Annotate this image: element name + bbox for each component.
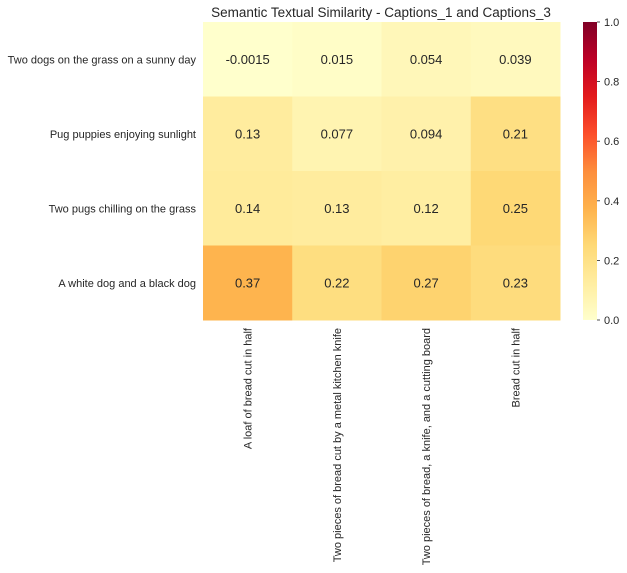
cell-value-label: 0.13 [235, 126, 260, 141]
cell-value-label: 0.25 [503, 201, 528, 216]
cell-value-label: 0.37 [235, 275, 260, 290]
heatmap-cell [203, 171, 293, 246]
cell-value-label: 0.22 [324, 275, 349, 290]
row-label: A white dog and a black dog [58, 278, 196, 290]
column-label: A loaf of bread cut in half [243, 327, 255, 449]
row-label: Two dogs on the grass on a sunny day [8, 54, 197, 66]
cell-value-label: 0.27 [413, 275, 438, 290]
colorbar: 0.0 0.2 0.4 0.6 0.8 1.0 [583, 17, 619, 327]
column-label: Two pieces of bread, a knife, and a cutt… [421, 328, 433, 565]
heatmap-cell [203, 245, 293, 321]
colorbar-tick-label: 0.0 [604, 315, 619, 327]
heatmap-cell [203, 22, 293, 97]
heatmap-cell [381, 96, 472, 172]
heatmap-cell [470, 171, 561, 246]
column-label: Bread cut in half [510, 327, 522, 407]
cell-value-label: 0.015 [321, 52, 354, 67]
column-label: Two pieces of bread cut by a metal kitch… [332, 328, 344, 562]
cell-value-label: 0.039 [499, 52, 532, 67]
colorbar-tick-label: 0.4 [604, 196, 619, 208]
row-label: Two pugs chilling on the grass [49, 203, 197, 215]
heatmap-cell [470, 22, 561, 97]
row-label: Pug puppies enjoying sunlight [50, 129, 196, 141]
row-labels: Two dogs on the grass on a sunny day Pug … [8, 54, 197, 290]
cell-value-label: -0.0015 [226, 52, 270, 67]
colorbar-gradient [583, 22, 597, 320]
cell-value-label: 0.23 [503, 275, 528, 290]
heatmap-cell [292, 245, 382, 321]
cell-value-label: 0.094 [410, 126, 443, 141]
cell-value-label: 0.054 [410, 52, 443, 67]
colorbar-tick-label: 0.6 [604, 136, 619, 148]
heatmap-cell [381, 22, 472, 97]
colorbar-tick-label: 0.2 [604, 255, 619, 267]
colorbar-tick-label: 1.0 [604, 17, 619, 29]
heatmap-cell [381, 245, 472, 321]
cell-value-label: 0.21 [503, 126, 528, 141]
cell-value-label: 0.14 [235, 201, 260, 216]
heatmap-cell [292, 96, 382, 172]
cell-value-label: 0.12 [413, 201, 438, 216]
heatmap-cell [203, 96, 293, 172]
cell-value-label: 0.13 [324, 201, 349, 216]
heatmap-cell-labels: -0.0015 0.015 0.054 0.039 0.13 0.077 0.094 0.21… [226, 52, 532, 291]
chart-title: Semantic Textual Similarity - Captions_1… [211, 5, 551, 20]
heatmap-cell [470, 245, 561, 321]
colorbar-tick-label: 0.8 [604, 77, 619, 89]
cell-value-label: 0.077 [321, 126, 354, 141]
heatmap-cell [292, 22, 382, 97]
column-labels: A loaf of bread cut in half Two pieces of… [243, 327, 523, 565]
heatmap-cell [292, 171, 382, 246]
heatmap-cells [203, 22, 561, 321]
heatmap-cell [381, 171, 472, 246]
heatmap-cell [470, 96, 561, 172]
